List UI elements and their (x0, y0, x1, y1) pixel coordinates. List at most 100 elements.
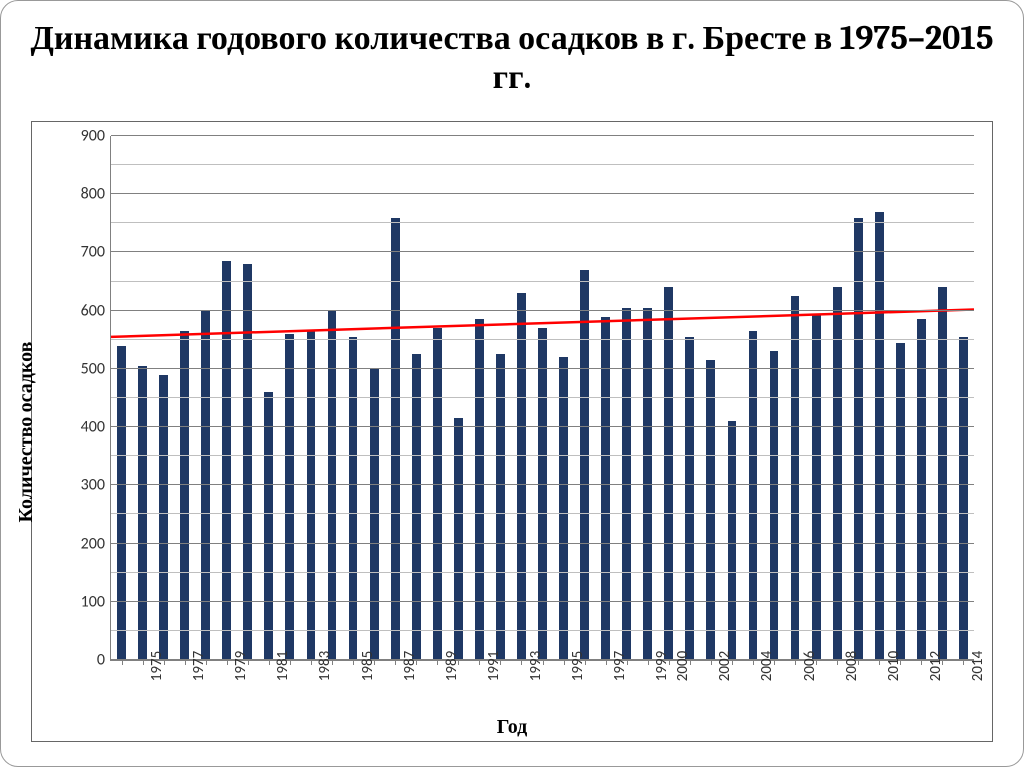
gridline-major (111, 543, 974, 544)
x-tick-mark (437, 660, 438, 665)
bar (159, 375, 168, 660)
bar (959, 337, 968, 660)
x-tick-label: 1983 (290, 651, 334, 681)
bar (833, 287, 842, 660)
y-tick-label: 200 (81, 534, 111, 553)
x-tick-mark (837, 660, 838, 665)
x-tick-label: 1989 (417, 651, 461, 681)
y-tick-label: 900 (81, 127, 111, 146)
x-axis-label: Год (497, 715, 528, 739)
bar (433, 328, 442, 660)
bar (307, 331, 316, 660)
x-tick-mark (269, 660, 270, 665)
bar (475, 319, 484, 660)
gridline-major (111, 135, 974, 136)
x-tick-mark (227, 660, 228, 665)
bar (812, 314, 821, 660)
x-tick-mark (606, 660, 607, 665)
x-tick-mark (479, 660, 480, 665)
gridline-minor (111, 339, 974, 340)
x-tick-mark (963, 660, 964, 665)
bar (917, 319, 926, 660)
gridline-major (111, 251, 974, 252)
x-tick-label: 1987 (375, 651, 419, 681)
x-tick-label: 1981 (248, 651, 292, 681)
y-tick-label: 600 (81, 301, 111, 320)
gridline-minor (111, 455, 974, 456)
y-tick-label: 0 (97, 651, 111, 670)
bar (749, 331, 758, 660)
y-tick-label: 500 (81, 359, 111, 378)
x-tick-mark (921, 660, 922, 665)
chart-frame: Количество осадков Год 01002003004005006… (31, 121, 993, 742)
x-tick-label: 2010 (859, 651, 903, 681)
x-tick-mark (143, 660, 144, 665)
bar (791, 296, 800, 660)
bar (264, 392, 273, 660)
bar (538, 328, 547, 660)
y-tick-label: 300 (81, 476, 111, 495)
gridline-major (111, 193, 974, 194)
bars-layer (111, 136, 974, 660)
bar (896, 343, 905, 660)
bar (664, 287, 673, 660)
slide-frame: Динамика годового количества осадков в г… (0, 0, 1024, 767)
bar (685, 337, 694, 660)
y-tick-label: 100 (81, 592, 111, 611)
bar (180, 331, 189, 660)
bar (285, 334, 294, 660)
gridline-major (111, 310, 974, 311)
gridline-minor (111, 281, 974, 282)
chart-title: Динамика годового количества осадков в г… (29, 19, 995, 97)
gridline-minor (111, 222, 974, 223)
gridline-minor (111, 164, 974, 165)
bar (728, 421, 737, 660)
gridline-major (111, 484, 974, 485)
x-tick-mark (353, 660, 354, 665)
gridline-major (111, 426, 974, 427)
x-tick-label: 2006 (775, 651, 819, 681)
x-tick-label: 1975 (122, 651, 166, 681)
x-tick-label: 1997 (585, 651, 629, 681)
x-tick-mark (669, 660, 670, 665)
bar (706, 360, 715, 660)
x-tick-mark (395, 660, 396, 665)
x-tick-label: 2014 (943, 651, 987, 681)
y-tick-label: 800 (81, 185, 111, 204)
y-axis-label: Количество осадков (14, 341, 38, 522)
bar (938, 287, 947, 660)
x-tick-label: 1993 (501, 651, 545, 681)
x-tick-label: 2002 (690, 651, 734, 681)
x-tick-mark (879, 660, 880, 665)
x-tick-mark (311, 660, 312, 665)
plot-region: 0100200300400500600700800900197519771979… (110, 136, 974, 661)
gridline-minor (111, 397, 974, 398)
gridline-major (111, 368, 974, 369)
x-tick-label: 2012 (901, 651, 945, 681)
x-tick-label: 1995 (543, 651, 587, 681)
gridline-minor (111, 630, 974, 631)
y-tick-label: 700 (81, 243, 111, 262)
x-tick-label: 1991 (459, 651, 503, 681)
plot-area: 0100200300400500600700800900197519771979… (110, 136, 974, 661)
x-tick-mark (711, 660, 712, 665)
x-tick-label: 1977 (164, 651, 208, 681)
bar (391, 218, 400, 660)
bar (854, 218, 863, 660)
bar (117, 346, 126, 660)
bar (517, 293, 526, 660)
x-tick-label: 2000 (648, 651, 692, 681)
bar (496, 354, 505, 660)
x-tick-mark (521, 660, 522, 665)
x-tick-mark (564, 660, 565, 665)
x-tick-label: 1985 (333, 651, 377, 681)
gridline-minor (111, 513, 974, 514)
bar (412, 354, 421, 660)
x-tick-label: 2008 (817, 651, 861, 681)
x-tick-mark (185, 660, 186, 665)
bar (349, 337, 358, 660)
bar (559, 357, 568, 660)
bar (875, 212, 884, 660)
gridline-major (111, 601, 974, 602)
x-tick-label: 2004 (732, 651, 776, 681)
